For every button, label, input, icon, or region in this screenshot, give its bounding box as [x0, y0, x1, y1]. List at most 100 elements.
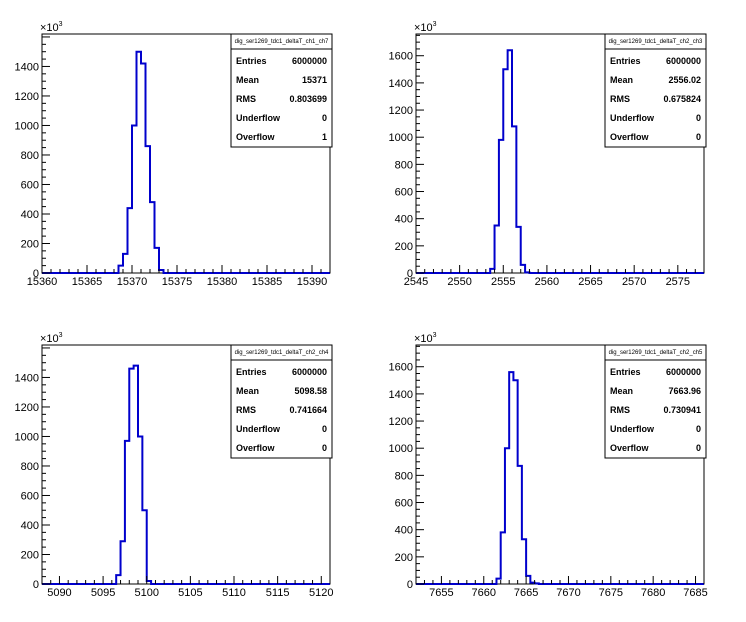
y-tick-label: 800	[21, 461, 39, 473]
y-tick-label: 200	[395, 241, 413, 253]
stats-label: Mean	[610, 386, 633, 396]
y-multiplier-base: ×10	[414, 22, 433, 34]
x-tick-label: 7685	[683, 587, 707, 599]
x-tick-label: 15385	[252, 276, 283, 288]
y-multiplier-label: ×103	[414, 21, 437, 34]
stats-label: Entries	[610, 56, 641, 66]
y-tick-label: 0	[33, 268, 39, 280]
stats-value: 2556.02	[668, 75, 701, 85]
stats-box: dig_ser1269_tdc1_deltaT_ch2_ch5 Entries 60…	[604, 344, 707, 459]
y-tick-label: 1600	[389, 362, 413, 374]
y-tick-label: 1200	[389, 105, 413, 117]
y-multiplier-base: ×10	[40, 333, 59, 345]
stats-value: 0.730941	[663, 405, 701, 415]
stats-label: Entries	[236, 367, 267, 377]
stats-value: 6000000	[666, 56, 701, 66]
stats-label: RMS	[236, 94, 256, 104]
stats-box-frame	[604, 33, 707, 148]
stats-box: dig_ser1269_tdc1_deltaT_ch1_ch7 Entries 60…	[230, 33, 333, 148]
y-tick-label: 1400	[389, 78, 413, 90]
stats-label: Overflow	[610, 132, 650, 142]
y-multiplier-exponent: 3	[433, 21, 437, 28]
histogram-panel: 2545 2550 2555 2560 2565 2570 2575 0 200 400 600 80…	[389, 21, 707, 288]
stats-label: Mean	[236, 75, 259, 85]
stats-label: Mean	[236, 386, 259, 396]
y-tick-label: 1200	[389, 416, 413, 428]
y-tick-label: 600	[21, 179, 39, 191]
x-tick-label: 7680	[641, 587, 665, 599]
stats-label: Overflow	[610, 443, 650, 453]
stats-value: 6000000	[292, 56, 327, 66]
stats-value: 0.741664	[289, 405, 327, 415]
stats-value: 0.803699	[289, 94, 327, 104]
x-tick-label: 5100	[134, 587, 158, 599]
x-tick-label: 2570	[622, 276, 646, 288]
stats-value: 0	[322, 443, 327, 453]
stats-label: RMS	[236, 405, 256, 415]
y-multiplier-exponent: 3	[433, 332, 437, 339]
stats-label: Overflow	[236, 443, 276, 453]
stats-box-frame	[230, 344, 333, 459]
stats-label: RMS	[610, 405, 630, 415]
stats-label: Mean	[610, 75, 633, 85]
stats-title: dig_ser1269_tdc1_deltaT_ch2_ch3	[609, 39, 703, 45]
stats-value: 0.675824	[663, 94, 701, 104]
x-tick-label: 7670	[556, 587, 580, 599]
stats-value: 5098.58	[294, 386, 327, 396]
y-multiplier-label: ×103	[40, 21, 63, 34]
x-tick-label: 7675	[599, 587, 623, 599]
histogram-panel: 5090 5095 5100 5105 5110 5115 5120 0 200 400 600 80…	[15, 332, 334, 599]
x-tick-label: 5095	[91, 587, 115, 599]
y-tick-label: 1600	[389, 51, 413, 63]
y-tick-label: 400	[21, 520, 39, 532]
stats-label: Underflow	[610, 113, 655, 123]
y-tick-label: 1000	[389, 132, 413, 144]
stats-value: 1	[322, 132, 327, 142]
y-tick-label: 1400	[15, 372, 39, 384]
y-multiplier-label: ×103	[40, 332, 63, 345]
x-tick-label: 5105	[178, 587, 202, 599]
y-tick-label: 1000	[15, 120, 39, 132]
y-tick-label: 1200	[15, 402, 39, 414]
stats-value: 0	[696, 113, 701, 123]
x-tick-label: 2565	[578, 276, 602, 288]
x-tick-label: 15365	[72, 276, 103, 288]
stats-value: 7663.96	[668, 386, 701, 396]
stats-value: 0	[322, 424, 327, 434]
stats-label: Underflow	[236, 113, 281, 123]
x-tick-label: 15370	[117, 276, 148, 288]
y-tick-label: 200	[395, 552, 413, 564]
x-tick-label: 2575	[666, 276, 690, 288]
x-tick-label: 2550	[447, 276, 471, 288]
histogram-series	[42, 50, 330, 274]
x-tick-label: 7655	[429, 587, 453, 599]
stats-title: dig_ser1269_tdc1_deltaT_ch1_ch7	[235, 39, 329, 45]
y-tick-label: 0	[33, 579, 39, 591]
stats-label: Underflow	[610, 424, 655, 434]
stats-label: Underflow	[236, 424, 281, 434]
stats-label: Entries	[236, 56, 267, 66]
stats-value: 6000000	[666, 367, 701, 377]
y-tick-label: 1400	[15, 61, 39, 73]
y-tick-label: 800	[395, 470, 413, 482]
stats-box: dig_ser1269_tdc1_deltaT_ch2_ch4 Entries 60…	[230, 344, 333, 459]
y-tick-label: 200	[21, 238, 39, 250]
y-tick-label: 1400	[389, 389, 413, 401]
y-tick-label: 1000	[15, 431, 39, 443]
y-tick-label: 800	[395, 159, 413, 171]
histogram-panel: 7655 7660 7665 7670 7675 7680 7685 0 200 400 600 80…	[389, 332, 708, 599]
stats-box-frame	[230, 33, 333, 148]
stats-label: Entries	[610, 367, 641, 377]
y-tick-label: 1000	[389, 443, 413, 455]
x-tick-label: 5110	[222, 587, 246, 599]
x-tick-label: 7660	[472, 587, 496, 599]
y-tick-label: 800	[21, 150, 39, 162]
stats-box-frame	[604, 344, 707, 459]
y-multiplier-label: ×103	[414, 332, 437, 345]
y-tick-label: 1200	[15, 91, 39, 103]
y-tick-label: 400	[395, 525, 413, 537]
stats-label: RMS	[610, 94, 630, 104]
stats-box: dig_ser1269_tdc1_deltaT_ch2_ch3 Entries 60…	[604, 33, 707, 148]
histogram-panel: 15360 15365 15370 15375 15380 15385 15390 0 200 4…	[15, 21, 333, 288]
x-tick-label: 2555	[491, 276, 515, 288]
